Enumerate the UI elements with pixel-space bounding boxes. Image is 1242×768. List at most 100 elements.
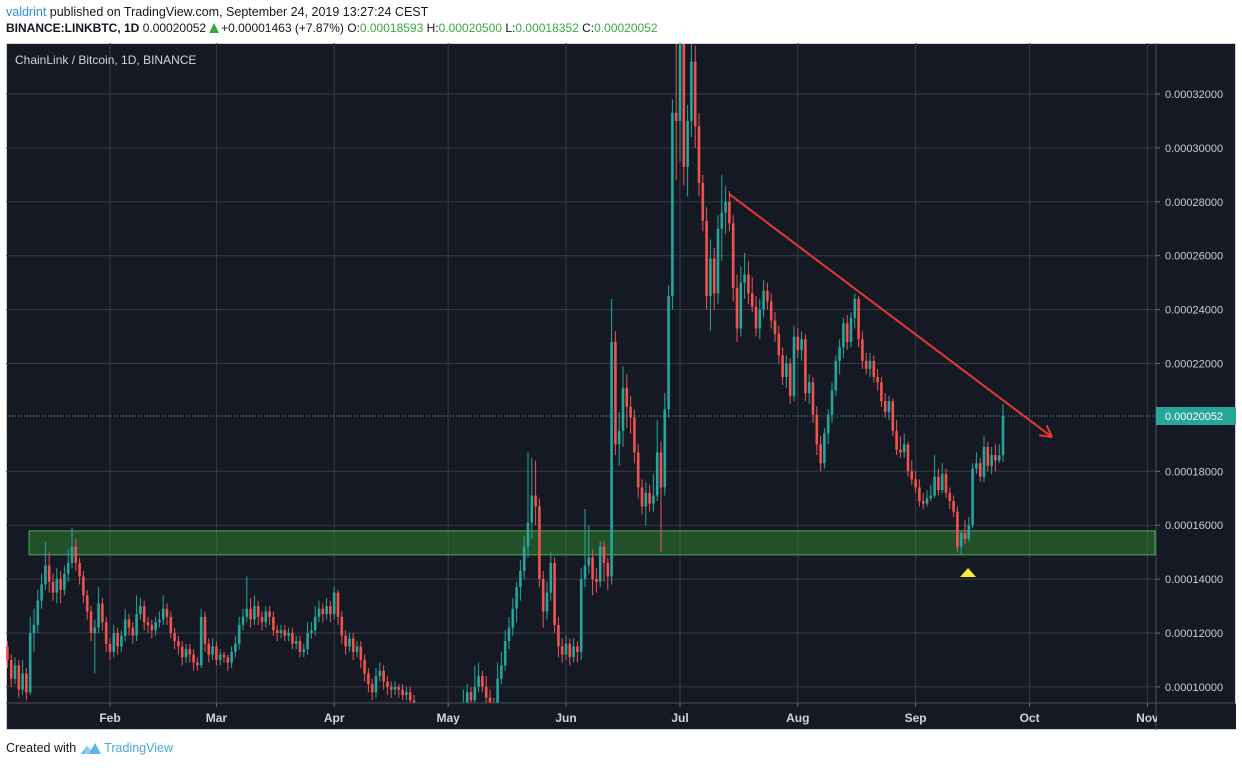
candle — [306, 622, 309, 655]
candle — [340, 611, 344, 644]
candle-body — [956, 511, 959, 547]
candle-body — [55, 579, 59, 593]
author-link[interactable]: valdrint — [6, 5, 47, 19]
candle-body — [36, 600, 40, 625]
candle — [222, 651, 226, 663]
triangle-marker-icon[interactable] — [960, 568, 977, 577]
candle — [834, 355, 838, 396]
candle-body — [674, 112, 678, 121]
candle — [914, 471, 917, 493]
candle-body — [477, 676, 480, 687]
candle-body — [655, 452, 659, 496]
candle-body — [598, 546, 602, 582]
candles-layer — [6, 44, 1005, 703]
open-label: O: — [347, 21, 360, 35]
candle — [743, 253, 746, 299]
candle-body — [902, 444, 906, 453]
last-price: 0.00020052 — [142, 21, 207, 35]
candle — [697, 112, 701, 197]
candle-body — [515, 587, 518, 609]
high-value: 0.00020500 — [438, 21, 503, 35]
candle — [245, 576, 249, 623]
candle-body — [891, 401, 895, 431]
candle-body — [120, 635, 123, 647]
candle-body — [89, 611, 93, 633]
tradingview-logo-icon[interactable] — [80, 741, 102, 755]
candle-body — [249, 608, 252, 620]
candle-body — [203, 616, 207, 644]
candle-body — [389, 686, 393, 690]
candle — [253, 595, 256, 625]
candle-body — [830, 390, 834, 415]
candle — [728, 191, 731, 232]
candle — [724, 185, 727, 235]
candle-body — [914, 479, 917, 488]
candle — [861, 331, 864, 369]
candle-body — [807, 382, 811, 394]
tradingview-link[interactable]: TradingView — [104, 741, 173, 755]
axes-layer: 0.00032000 0.00030000 0.00028000 0.00026000… — [6, 43, 1236, 730]
candle-body — [743, 274, 746, 283]
candle-body — [9, 659, 13, 679]
candle — [614, 331, 617, 456]
candle — [602, 541, 606, 582]
candle — [701, 174, 705, 232]
candle-body — [363, 659, 366, 674]
candle-body — [13, 665, 17, 679]
chart-container[interactable] — [6, 43, 1236, 730]
trend-line[interactable] — [728, 193, 1053, 439]
candle-body — [959, 533, 963, 547]
candle-body — [819, 444, 822, 464]
support-zone-rectangle[interactable] — [28, 530, 1156, 556]
candle — [481, 670, 484, 693]
low-label: L: — [505, 21, 516, 35]
price-axis-label: 0.00022000 — [1165, 359, 1223, 371]
candle-body — [925, 498, 929, 504]
candle — [218, 649, 222, 666]
candle — [747, 261, 750, 305]
candle — [325, 597, 328, 620]
candle-body — [967, 525, 971, 539]
candle-body — [792, 336, 796, 396]
candle-body — [177, 641, 180, 647]
candle-body — [690, 61, 693, 121]
candle-body — [6, 646, 9, 660]
candle-body — [230, 651, 233, 663]
candle-body — [667, 296, 670, 410]
candle-body — [367, 673, 370, 685]
candle-body — [44, 565, 47, 585]
trend-line-segment[interactable] — [728, 193, 1053, 438]
axis-corner — [1157, 704, 1236, 729]
candle-body — [576, 646, 579, 652]
candle-body — [857, 298, 860, 340]
candle — [902, 433, 906, 458]
candle — [93, 619, 97, 674]
candle-body — [997, 455, 1001, 461]
candle — [9, 654, 13, 687]
candle-body — [519, 571, 522, 588]
candle-body — [348, 638, 351, 647]
candle-body — [332, 592, 336, 615]
candle — [682, 44, 686, 186]
candle-body — [207, 643, 211, 655]
candle — [500, 651, 503, 685]
candle-body — [933, 476, 936, 496]
candle — [583, 509, 587, 588]
candle — [66, 549, 70, 582]
candle — [51, 573, 55, 601]
candle-body — [731, 223, 735, 289]
candle-body — [606, 562, 610, 577]
candle-body — [484, 686, 488, 698]
candle-body — [481, 676, 484, 687]
candle-body — [728, 201, 731, 224]
candle — [139, 597, 142, 620]
candle-body — [473, 686, 477, 701]
candle-body — [355, 646, 359, 652]
candle — [648, 484, 651, 512]
candle-body — [633, 417, 636, 453]
candle-body — [169, 616, 173, 633]
candle-body — [773, 320, 777, 334]
candle — [63, 565, 66, 596]
candle-body — [686, 120, 689, 167]
